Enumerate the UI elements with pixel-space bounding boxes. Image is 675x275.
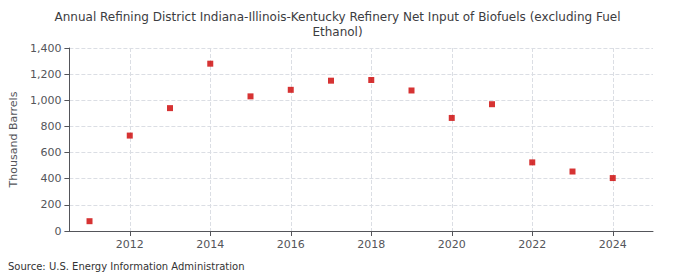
svg-text:2018: 2018 (357, 238, 385, 251)
svg-text:0: 0 (54, 225, 61, 238)
svg-text:2014: 2014 (196, 238, 224, 251)
svg-text:1,200: 1,200 (30, 68, 62, 81)
svg-text:2022: 2022 (518, 238, 546, 251)
svg-text:200: 200 (40, 198, 61, 211)
svg-text:2020: 2020 (438, 238, 466, 251)
svg-text:1,400: 1,400 (30, 42, 62, 55)
svg-text:Thousand Barrels: Thousand Barrels (7, 91, 20, 188)
svg-text:600: 600 (40, 146, 61, 159)
svg-text:400: 400 (40, 172, 61, 185)
svg-text:2016: 2016 (277, 238, 305, 251)
svg-text:Source: U.S. Energy Informatio: Source: U.S. Energy Information Administ… (8, 261, 245, 272)
svg-text:Annual Refining District India: Annual Refining District Indiana-Illinoi… (55, 10, 621, 24)
svg-text:1,000: 1,000 (30, 94, 62, 107)
svg-text:Ethanol): Ethanol) (312, 25, 362, 39)
svg-text:2024: 2024 (599, 238, 627, 251)
svg-text:800: 800 (40, 120, 61, 133)
svg-text:2012: 2012 (116, 238, 144, 251)
